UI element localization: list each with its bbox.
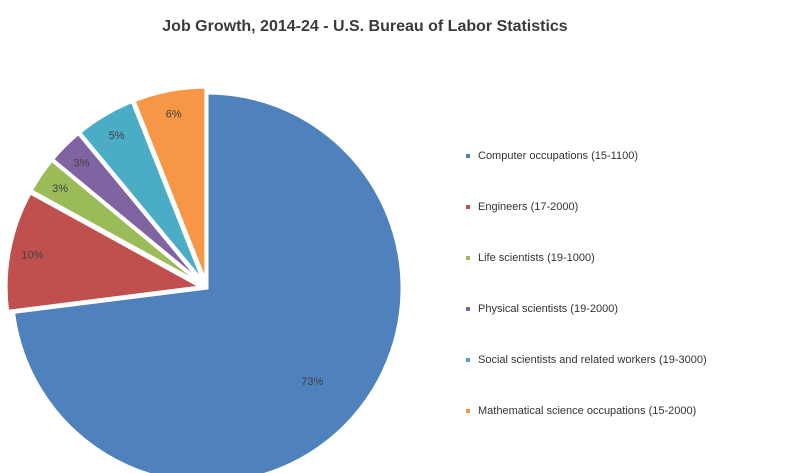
- legend-swatch: [466, 205, 470, 210]
- legend-entry: Computer occupations (15-1100): [466, 150, 638, 162]
- legend-entry: Life scientists (19-1000): [466, 252, 595, 264]
- pie-slice: [4, 190, 206, 313]
- legend-label: Life scientists (19-1000): [478, 252, 595, 264]
- legend-label: Engineers (17-2000): [478, 201, 579, 213]
- pie-slice: [50, 131, 204, 285]
- legend-label: Physical scientists (19-2000): [478, 303, 619, 315]
- legend-swatch: [466, 358, 470, 363]
- slice-data-label: 5%: [109, 130, 125, 142]
- slice-data-label: 10%: [22, 250, 44, 262]
- chart-title: Job Growth, 2014-24 - U.S. Bureau of Lab…: [162, 18, 568, 35]
- legend-swatch: [466, 256, 470, 261]
- pie-slice: [77, 99, 206, 284]
- pie-slice: [11, 91, 404, 473]
- slice-data-label: 6%: [166, 109, 182, 121]
- legend-label: Computer occupations (15-1100): [478, 150, 638, 162]
- legend-entry: Social scientists and related workers (1…: [466, 354, 707, 366]
- legend-swatch: [466, 307, 470, 312]
- legend-swatch: [466, 154, 470, 159]
- legend-entry: Engineers (17-2000): [466, 201, 578, 213]
- legend-label: Social scientists and related workers (1…: [478, 354, 707, 366]
- legend-entry: Mathematical science occupations (15-200…: [466, 405, 696, 417]
- slice-data-label: 3%: [73, 157, 89, 169]
- legend-label: Mathematical science occupations (15-200…: [478, 405, 697, 417]
- slice-data-label: 73%: [301, 376, 323, 388]
- slice-data-label: 3%: [52, 183, 68, 195]
- legend-entry: Physical scientists (19-2000): [466, 303, 618, 315]
- pie-slice: [132, 85, 208, 283]
- legend-swatch: [466, 409, 470, 414]
